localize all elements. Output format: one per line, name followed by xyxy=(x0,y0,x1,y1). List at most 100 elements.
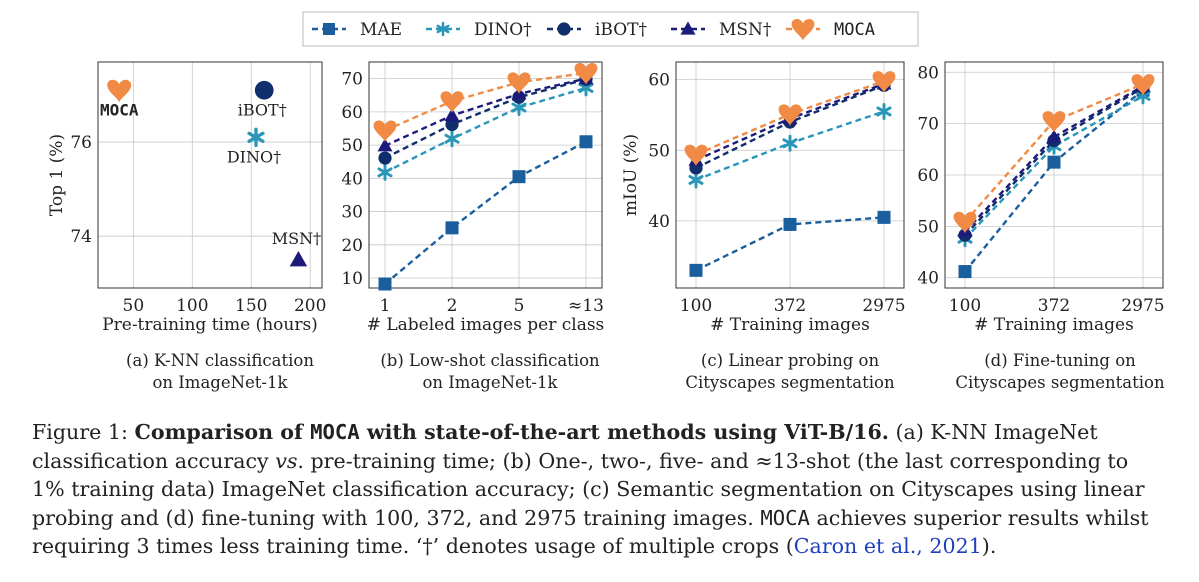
caption-text: 1% training data) ImageNet classificatio… xyxy=(32,477,1145,501)
point-a-moca xyxy=(107,79,132,103)
ylabel-c: mIoU (%) xyxy=(621,134,641,216)
caption-line: probing and (d) fine-tuning with 100, 37… xyxy=(32,504,1172,533)
xtick-label-d-1: 372 xyxy=(1038,296,1070,316)
series-line-b-dino xyxy=(384,86,587,174)
point-label-a-dino: DINO† xyxy=(227,147,281,166)
xtick-label-c-1: 372 xyxy=(774,296,806,316)
xtick-label-b-0: 1 xyxy=(380,296,391,316)
ytick-label-c-2: 60 xyxy=(648,71,670,91)
point-b-moca-1 xyxy=(440,91,464,113)
subcaption-b: (b) Low-shot classification on ImageNet-… xyxy=(340,350,640,394)
caption-line: 1% training data) ImageNet classificatio… xyxy=(32,475,1172,504)
subcaption-a-line2: on ImageNet-1k xyxy=(152,373,288,392)
caption-line: classification accuracy vs. pre-training… xyxy=(32,447,1172,476)
point-d-mae-0 xyxy=(958,265,972,279)
axes-frame-b xyxy=(368,61,603,289)
point-c-mae-0 xyxy=(689,263,703,277)
point-b-mae-2 xyxy=(512,170,526,184)
point-b-dino-1 xyxy=(444,130,460,148)
xtick-label-c-2: 2975 xyxy=(862,296,905,316)
legend-marker-mae xyxy=(323,23,335,35)
ytick-label-d-3: 70 xyxy=(917,115,939,135)
caption-text: MOCA xyxy=(760,505,810,530)
ytick-label-d-2: 60 xyxy=(917,166,939,186)
point-c-moca-0 xyxy=(684,144,708,166)
legend-label-moca: MOCA xyxy=(834,20,875,40)
plot-a-knn: 50 100 150 200 74 76 Pre-training time (hours)… xyxy=(47,61,326,335)
figure-caption: Figure 1: Comparison of MOCA with state-… xyxy=(32,418,1172,561)
ytick-label-a-1: 76 xyxy=(70,133,92,153)
subcaption-d-line2: Cityscapes segmentation xyxy=(955,373,1165,392)
axes-frame-d xyxy=(944,61,1164,289)
point-d-moca-0 xyxy=(953,211,977,234)
point-c-dino-2 xyxy=(876,102,892,120)
point-c-moca-2 xyxy=(872,71,896,93)
legend-box xyxy=(302,11,919,47)
legend-marker-msn xyxy=(680,21,696,35)
point-label-a-msn: MSN† xyxy=(272,229,321,248)
point-label-a-ibot: iBOT† xyxy=(238,100,287,119)
axes-frame-c xyxy=(675,61,905,289)
legend: MAE DINO† iBOT† MSN† MOCA xyxy=(302,11,919,47)
point-b-msn-0 xyxy=(377,138,393,152)
point-d-msn-1 xyxy=(1046,129,1062,143)
ytick-label-c-1: 50 xyxy=(648,141,670,161)
series-line-b-ibot xyxy=(384,78,587,160)
legend-label-ibot: iBOT† xyxy=(595,20,648,40)
point-b-mae-1 xyxy=(445,221,459,235)
caption-text: . pre-training time; (b) One-, two-, fiv… xyxy=(297,448,1129,473)
point-a-dino xyxy=(247,127,265,148)
subcaption-c-line2: Cityscapes segmentation xyxy=(685,373,895,392)
xlabel-b: # Labeled images per class xyxy=(367,315,605,335)
caption-text: Figure 1: xyxy=(32,420,135,444)
point-b-dino-0 xyxy=(377,163,393,181)
caption-line: Figure 1: Comparison of MOCA with state-… xyxy=(32,418,1172,447)
series-line-b-mae xyxy=(384,140,587,285)
citation-link[interactable]: Caron et al., 2021 xyxy=(793,534,982,558)
point-c-mae-2 xyxy=(877,210,891,224)
point-b-moca-3 xyxy=(574,63,598,85)
ytick-label-d-0: 40 xyxy=(917,269,939,289)
caption-text: requiring 3 times less training time. ‘†… xyxy=(32,534,794,558)
caption-line: requiring 3 times less training time. ‘†… xyxy=(32,532,1172,561)
plot-d-fine-tuning: 100 372 2975 40 50 60 70 80 # Training images xyxy=(917,61,1165,335)
xtick-label-d-0: 100 xyxy=(949,296,981,316)
ytick-label-d-4: 80 xyxy=(917,63,939,83)
point-b-moca-2 xyxy=(507,72,531,94)
subcaption-b-line1: (b) Low-shot classification xyxy=(380,351,600,370)
ytick-label-b-0: 10 xyxy=(341,269,363,289)
point-b-ibot-0 xyxy=(378,151,392,165)
ytick-label-d-1: 50 xyxy=(917,217,939,237)
subcaption-a-line1: (a) K-NN classification xyxy=(126,351,314,370)
xtick-label-c-0: 100 xyxy=(680,296,712,316)
point-b-ibot-1 xyxy=(445,117,459,132)
caption-text: classification accuracy xyxy=(32,448,276,473)
xtick-label-b-1: 2 xyxy=(447,296,458,316)
point-a-msn xyxy=(289,251,308,267)
ytick-label-b-1: 20 xyxy=(341,236,363,256)
xtick-label-b-2: 5 xyxy=(514,296,525,316)
subcaption-b-line2: on ImageNet-1k xyxy=(422,373,558,392)
legend-label-msn: MSN† xyxy=(719,20,772,40)
ytick-label-b-5: 60 xyxy=(341,103,363,123)
xtick-label-a-2: 150 xyxy=(235,296,267,316)
ytick-label-b-4: 50 xyxy=(341,136,363,156)
ytick-label-c-0: 40 xyxy=(648,212,670,232)
ytick-label-b-3: 40 xyxy=(341,169,363,189)
point-d-moca-2 xyxy=(1131,74,1155,96)
point-label-a-moca: MOCA xyxy=(100,100,139,119)
legend-marker-ibot xyxy=(557,22,571,36)
plot-c-linear-probing: 100 372 2975 40 50 60 # Training images mIoU (%… xyxy=(621,61,906,335)
plot-b-lowshot: 1 2 5 ≈13 10 20 30 40 50 60 70 # Labeled images per… xyxy=(341,61,605,335)
ytick-label-b-6: 70 xyxy=(341,70,363,90)
caption-text: with state-of-the-art methods using ViT-… xyxy=(359,420,889,444)
xlabel-d: # Training images xyxy=(974,315,1134,335)
subcaption-c: (c) Linear probing on Cityscapes segment… xyxy=(660,350,920,394)
legend-label-dino: DINO† xyxy=(474,20,532,40)
point-b-moca-0 xyxy=(373,120,397,142)
caption-text: vs xyxy=(275,448,298,473)
xtick-label-a-3: 200 xyxy=(294,296,326,316)
point-b-mae-0 xyxy=(378,277,392,291)
axes-frame-a xyxy=(97,61,323,289)
xlabel-c: # Training images xyxy=(710,315,870,335)
